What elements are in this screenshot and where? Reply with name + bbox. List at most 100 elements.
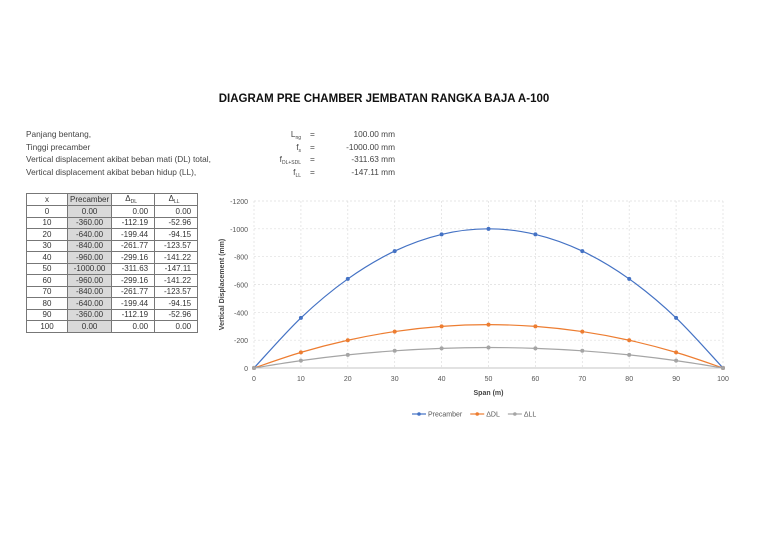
data-point	[486, 226, 491, 231]
table-header-row: x Precamber ΔDL ΔLL	[26, 193, 199, 206]
data-point	[674, 358, 679, 363]
x-tick-label: 80	[625, 376, 633, 383]
table-row: 50 -1000.00 -311.63 -147.11	[26, 262, 199, 275]
x-tick-label: 20	[344, 376, 352, 383]
equals: =	[310, 129, 315, 139]
x-tick-label: 100	[717, 376, 729, 383]
table-cell: -960.00	[66, 274, 113, 287]
info-label: Vertical displacement akibat beban hidup…	[26, 166, 197, 177]
x-tick-label: 50	[485, 376, 493, 383]
table-row: 30 -840.00 -261.77 -123.57	[26, 239, 199, 252]
table-cell: -123.57	[154, 239, 199, 252]
legend-label: ΔDL	[486, 412, 500, 419]
table-row: 10 -360.00 -112.19 -52.96	[26, 216, 199, 229]
equals: =	[310, 141, 315, 152]
header-delta-dl: ΔDL	[111, 193, 156, 206]
x-tick-label: 0	[252, 376, 256, 383]
table-cell: -261.77	[111, 239, 156, 252]
x-tick-label: 70	[578, 376, 586, 383]
data-point	[721, 366, 725, 370]
info-symbol: fLL	[293, 166, 301, 179]
y-tick-label: -1000	[230, 227, 248, 234]
x-tick-label: 90	[672, 376, 680, 383]
data-point	[298, 315, 303, 320]
x-tick-label: 60	[532, 376, 540, 383]
x-tick-label: 10	[297, 376, 305, 383]
table-cell: -94.15	[154, 228, 199, 241]
data-point	[486, 345, 491, 350]
y-tick-label: -1200	[230, 199, 248, 206]
data-point	[533, 324, 538, 329]
x-tick-label: 30	[391, 376, 399, 383]
data-point	[439, 232, 444, 237]
legend-marker	[417, 412, 421, 416]
info-symbol: Lng	[290, 129, 301, 141]
table-cell: -840.00	[66, 239, 113, 252]
data-point	[439, 346, 444, 351]
table-cell: 100	[26, 320, 68, 333]
data-point	[580, 329, 585, 334]
table-row: 100 0.00 0.00 0.00	[26, 320, 199, 333]
y-tick-label: -800	[234, 255, 248, 262]
data-point	[252, 366, 256, 370]
table-cell: 0.00	[66, 205, 113, 218]
table-cell: -1000.00	[66, 262, 113, 275]
info-symbol: fs	[296, 141, 301, 154]
data-point	[392, 329, 397, 334]
table-cell: 0.00	[154, 205, 199, 218]
data-point	[580, 249, 585, 254]
y-tick-label: 0	[244, 366, 248, 373]
data-point	[392, 348, 397, 353]
data-point	[627, 276, 632, 281]
table-cell: 0.00	[66, 320, 113, 333]
table-row: 80 -640.00 -199.44 -94.15	[26, 297, 199, 310]
data-point	[580, 348, 585, 353]
data-point	[627, 352, 632, 357]
info-value: -147.11 mm	[351, 166, 395, 177]
table-cell: 30	[26, 239, 68, 252]
page-title: DIAGRAM PRE CHAMBER JEMBATAN RANGKA BAJA…	[218, 93, 550, 105]
info-label: Vertical displacement akibat beban mati …	[26, 154, 211, 164]
header-x: x	[26, 193, 68, 206]
info-value: -311.63 mm	[351, 154, 395, 164]
table-cell: 20	[26, 228, 68, 241]
legend-label: ΔLL	[524, 412, 537, 419]
y-axis-title: Vertical Displacement (mm)	[219, 239, 226, 330]
data-point	[533, 346, 538, 351]
data-point	[533, 232, 538, 237]
data-point	[674, 350, 679, 355]
table-cell: -640.00	[66, 297, 113, 310]
legend-label: Precamber	[428, 412, 463, 419]
table-cell: -360.00	[66, 216, 113, 229]
x-tick-label: 40	[438, 376, 446, 383]
y-tick-label: -200	[234, 338, 248, 345]
data-point	[392, 249, 397, 254]
data-point	[439, 324, 444, 329]
table-row: 20 -640.00 -199.44 -94.15	[26, 228, 199, 241]
equals: =	[310, 154, 315, 164]
equals: =	[310, 166, 315, 177]
data-point	[345, 352, 350, 357]
header-delta-ll: ΔLL	[154, 193, 199, 206]
data-table: x Precamber ΔDL ΔLL 0 0.00 0.00 0.00 10 -360.…	[26, 193, 199, 333]
data-point	[627, 338, 632, 343]
table-row: 0 0.00 0.00 0.00	[26, 205, 199, 218]
table-cell: -640.00	[66, 228, 113, 241]
info-value: 100.00 mm	[353, 129, 395, 139]
x-axis-title: Span (m)	[474, 390, 504, 397]
y-tick-label: -600	[234, 283, 248, 290]
data-point	[298, 358, 303, 363]
data-point	[674, 315, 679, 320]
data-point	[345, 276, 350, 281]
table-cell: -52.96	[154, 216, 199, 229]
info-label: Tinggi precamber	[26, 141, 91, 152]
y-tick-label: -400	[234, 310, 248, 317]
table-cell: -112.19	[111, 216, 156, 229]
data-point	[298, 350, 303, 355]
header-precamber: Precamber	[66, 193, 113, 206]
data-point	[345, 338, 350, 343]
table-cell: 0.00	[154, 320, 199, 333]
info-symbol: fDL+SDL	[279, 154, 301, 166]
table-row: 60 -960.00 -299.16 -141.22	[26, 274, 199, 287]
